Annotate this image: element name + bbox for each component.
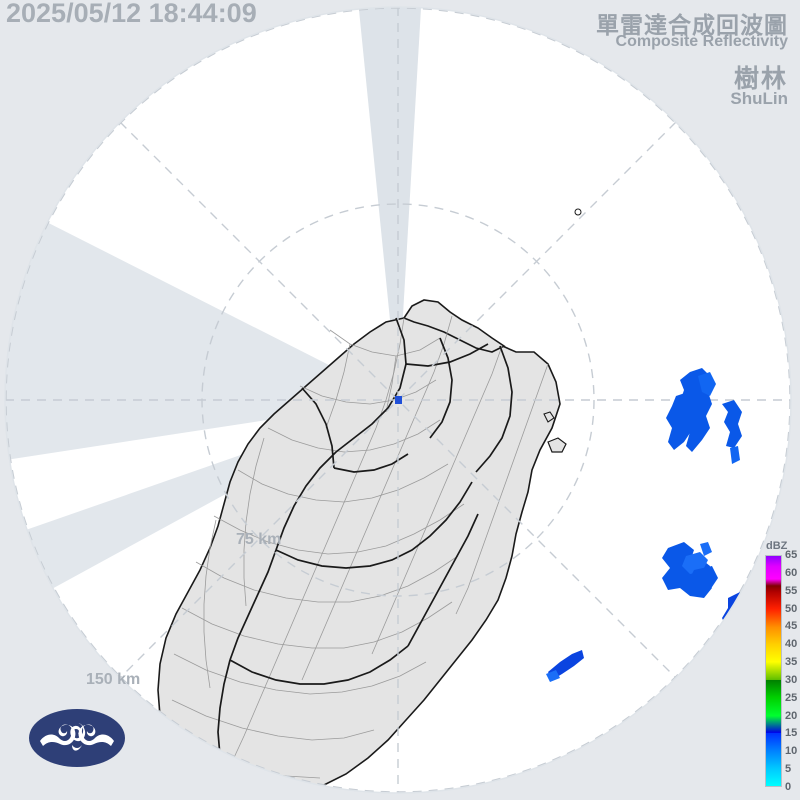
station-name-en: ShuLin bbox=[730, 89, 788, 108]
legend-tick-35: 35 bbox=[785, 656, 798, 669]
legend-tick-15: 15 bbox=[785, 727, 798, 740]
dbz-color-legend: dBZ 65 60 55 50 45 40 35 30 25 20 15 10 5 0 bbox=[762, 540, 800, 793]
range-ring-label-75km: 75 km bbox=[236, 531, 282, 548]
guishan-island bbox=[543, 208, 582, 453]
legend-tick-55: 55 bbox=[785, 584, 798, 597]
legend-tick-5: 5 bbox=[785, 763, 792, 776]
radar-site-marker bbox=[395, 396, 402, 404]
legend-tick-65: 65 bbox=[785, 549, 798, 561]
legend-tick-45: 45 bbox=[785, 620, 798, 633]
range-ring-label-150km: 150 km bbox=[86, 671, 141, 688]
legend-tick-0: 0 bbox=[785, 781, 792, 793]
administrative-boundaries bbox=[171, 315, 549, 779]
taiwan-landmass bbox=[157, 299, 561, 793]
legend-tick-20: 20 bbox=[785, 709, 798, 722]
timestamp-label: 2025/05/12 18:44:09 bbox=[6, 0, 257, 28]
legend-tick-25: 25 bbox=[785, 691, 798, 704]
range-rings bbox=[5, 7, 791, 793]
legend-gradient-bar bbox=[765, 555, 782, 787]
product-title-zh: 單雷達合成回波圖 bbox=[596, 12, 788, 38]
cwa-logo bbox=[29, 709, 125, 767]
legend-tick-10: 10 bbox=[785, 745, 798, 758]
legend-tick-60: 60 bbox=[785, 566, 798, 579]
legend-tick-40: 40 bbox=[785, 638, 798, 651]
station-name-zh: 樹林 bbox=[733, 65, 788, 93]
legend-tick-50: 50 bbox=[785, 602, 798, 615]
legend-unit-label: dBZ bbox=[766, 540, 788, 552]
legend-tick-30: 30 bbox=[785, 673, 798, 686]
product-title-en: Composite Reflectivity bbox=[615, 33, 788, 50]
range-disc-outline bbox=[4, 6, 792, 794]
